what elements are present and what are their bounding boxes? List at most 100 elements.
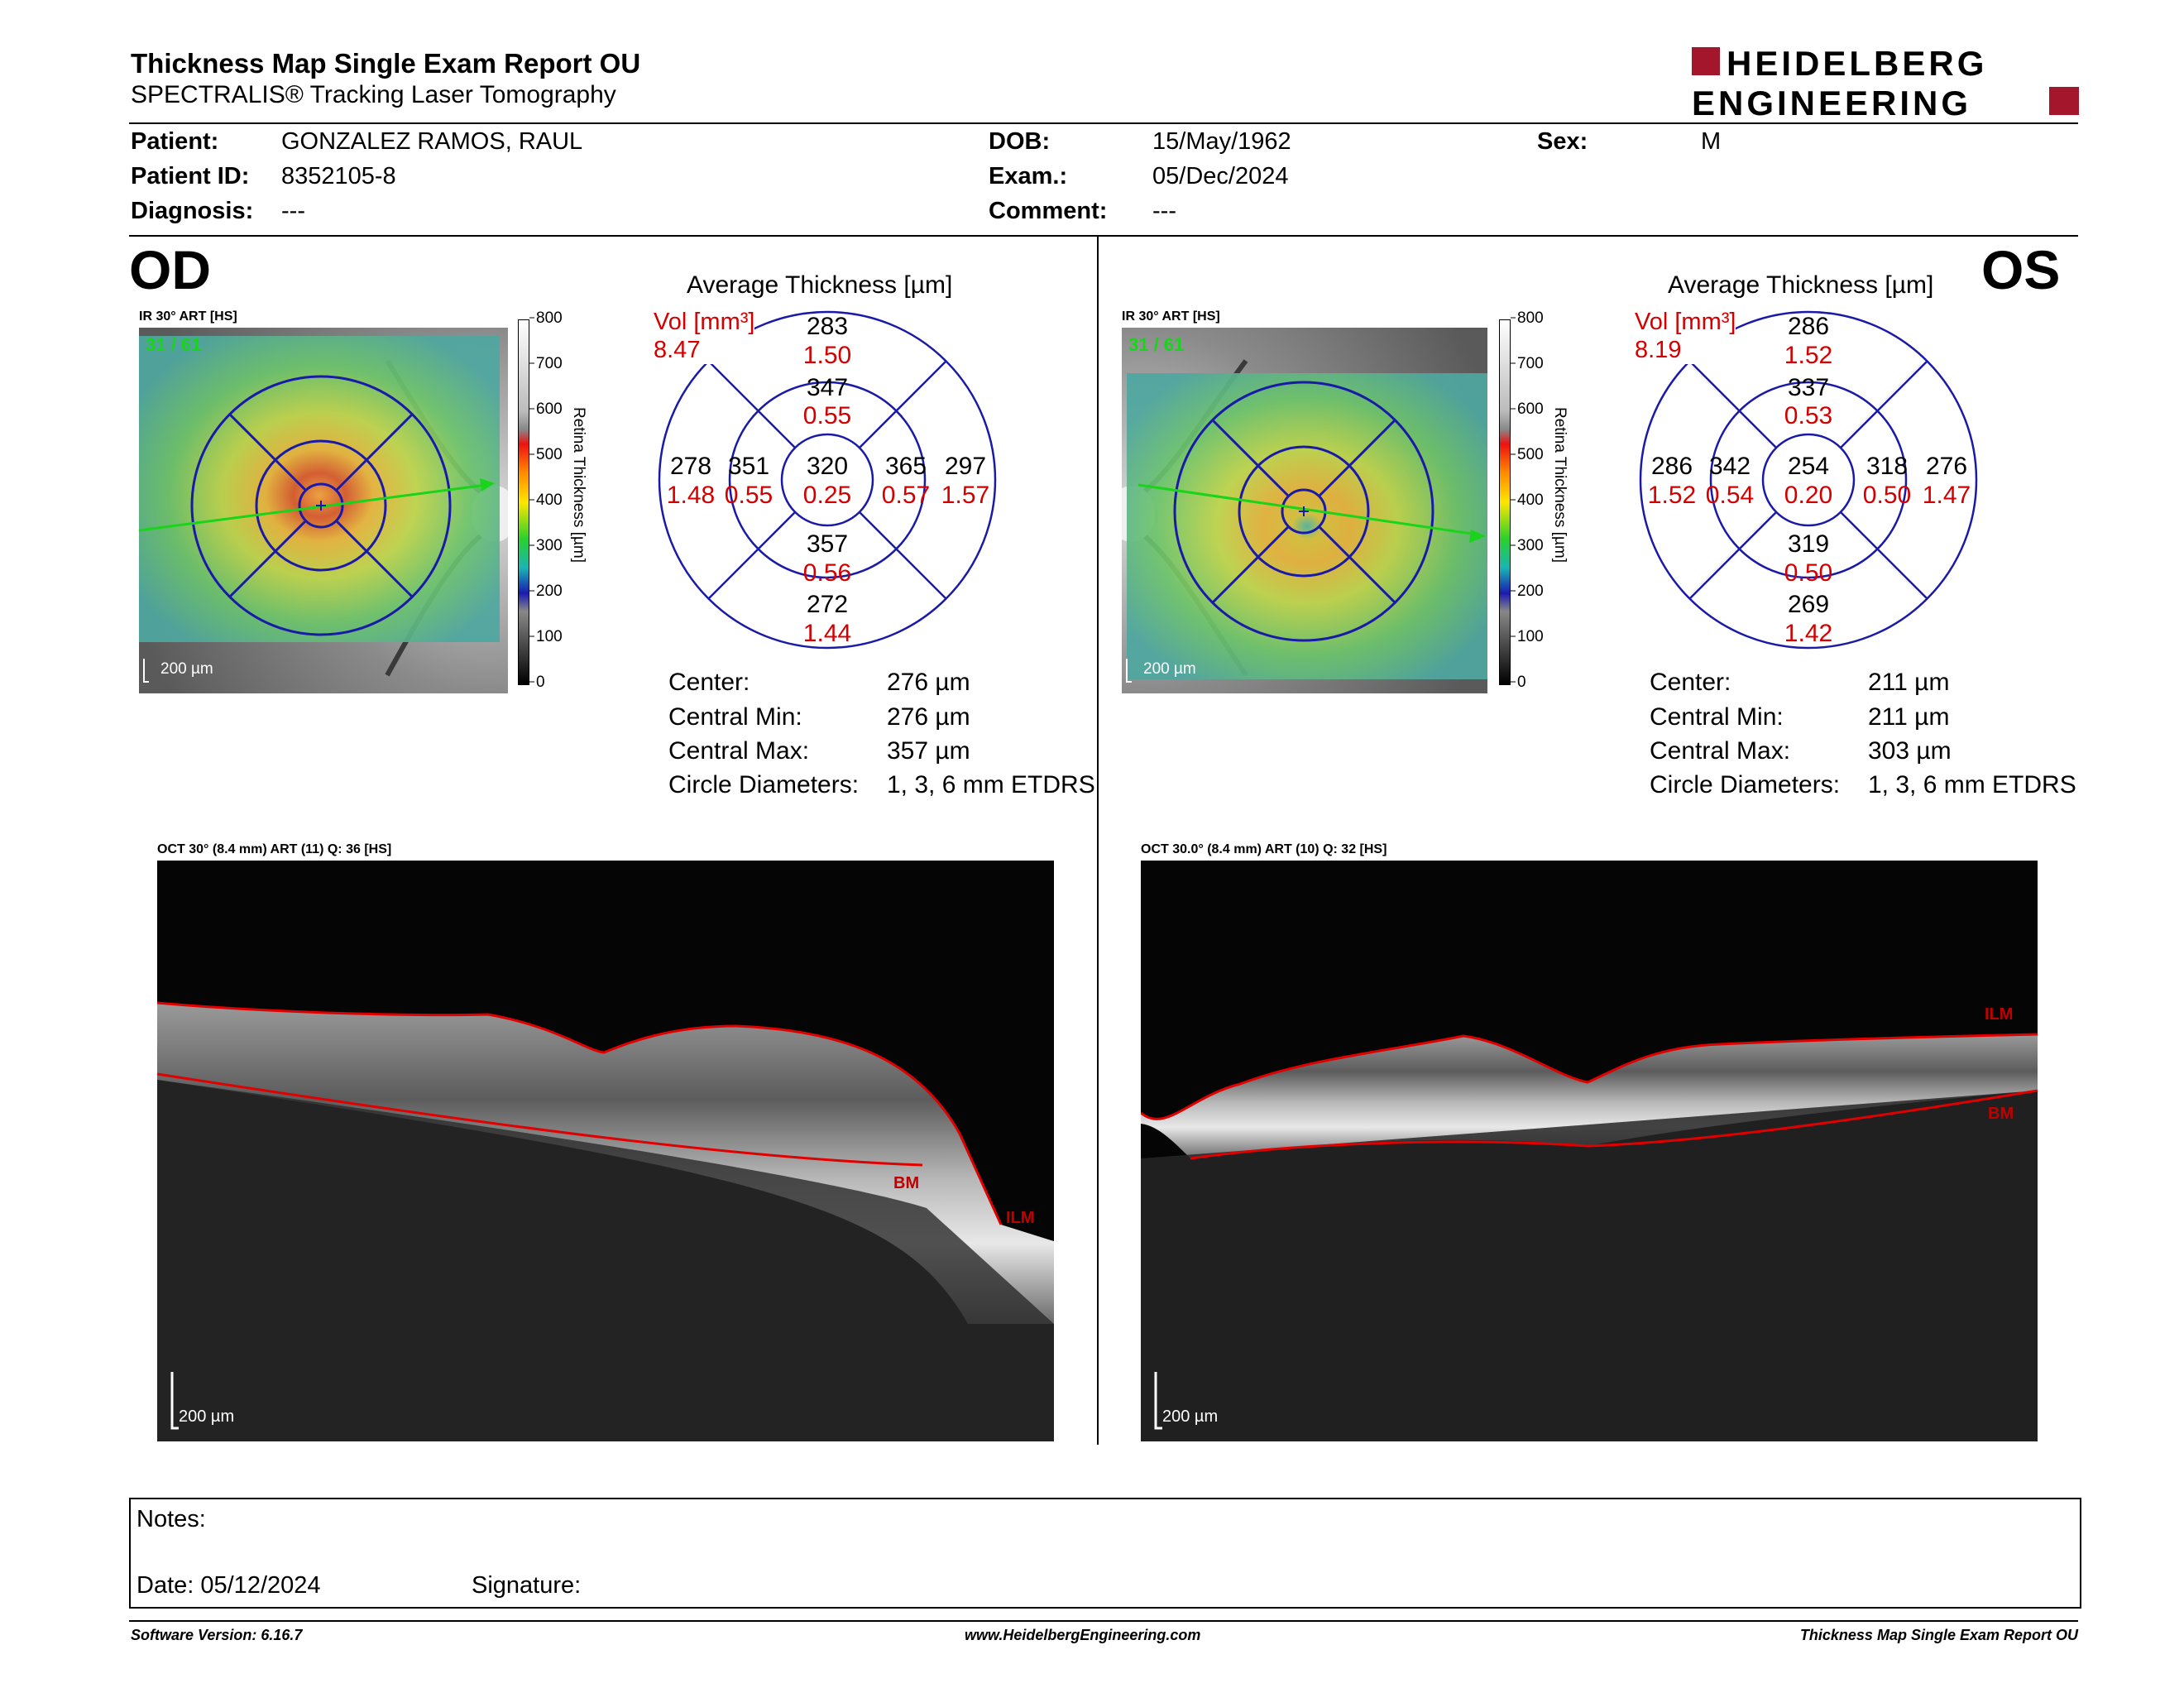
od-outer-top-thk: 283: [807, 313, 848, 340]
od-inner-right-vol: 0.57: [882, 482, 930, 509]
od-center-thk: 320: [807, 453, 848, 480]
diagnosis-value: ---: [281, 198, 305, 224]
od-etdrs-grid: 283 1.50 347 0.55 278 1.48 351 0.55 320 …: [658, 310, 997, 650]
os-tick-400: 400: [1517, 492, 1544, 509]
od-outer-left-thk: 278: [670, 453, 711, 480]
os-colorbar-ticks: 800 700 600 500 400 300 200 100 0 Retina…: [1511, 309, 1569, 691]
os-colorbar-title: Retina Thickness [µm]: [1551, 407, 1569, 563]
os-tick-600: 600: [1517, 400, 1544, 418]
os-tick-500: 500: [1517, 446, 1544, 463]
os-min-value: 211 µm: [1868, 703, 1950, 731]
os-inner-right-thk: 318: [1866, 453, 1908, 480]
od-inner-top-thk: 347: [807, 374, 848, 401]
os-oct-label: OCT 30.0° (8.4 mm) ART (10) Q: 32 [HS]: [1141, 842, 1387, 856]
od-min-label: Central Min:: [668, 703, 802, 731]
os-inner-left-thk: 342: [1709, 453, 1751, 480]
od-outer-right-thk: 297: [945, 453, 986, 480]
od-inner-left-vol: 0.55: [725, 482, 773, 509]
footer-divider: [129, 1620, 2078, 1622]
os-avg-title: Average Thickness [µm]: [1668, 271, 1934, 299]
os-etdrs-grid: 286 1.52 337 0.53 286 1.52 342 0.54 254 …: [1639, 310, 1978, 650]
exam-label: Exam.:: [989, 163, 1068, 189]
notes-box[interactable]: Notes: Date: 05/12/2024 Signature:: [129, 1498, 2081, 1609]
footer-report-name: Thickness Map Single Exam Report OU: [1799, 1627, 2078, 1643]
os-outer-right-thk: 276: [1926, 453, 1967, 480]
od-colorbar-ticks: 800 700 600 500 400 300 200 100 0 Retina…: [529, 309, 587, 691]
sex-label: Sex:: [1537, 128, 1588, 155]
od-outer-bottom-thk: 272: [807, 591, 848, 618]
diagnosis-label: Diagnosis:: [131, 198, 254, 224]
od-avg-title: Average Thickness [µm]: [687, 271, 953, 299]
od-oct-bscan: ILM BM 200 µm: [157, 861, 1054, 1441]
od-ir-label: IR 30° ART [HS]: [139, 309, 237, 324]
os-inner-left-vol: 0.54: [1706, 482, 1754, 509]
os-max-label: Central Max:: [1650, 737, 1791, 765]
od-tick-700: 700: [536, 355, 563, 372]
header-divider: [129, 122, 2078, 124]
os-tick-0: 0: [1517, 674, 1526, 691]
od-center-label: Center:: [668, 669, 750, 696]
patient-id-label: Patient ID:: [131, 163, 250, 189]
exam-value: 05/Dec/2024: [1152, 163, 1289, 189]
od-tick-500: 500: [536, 446, 563, 463]
od-min-value: 276 µm: [887, 703, 970, 731]
od-tick-200: 200: [536, 583, 563, 600]
software-version: Software Version: 6.16.7: [131, 1627, 303, 1643]
os-ir-label: IR 30° ART [HS]: [1122, 309, 1220, 324]
od-outer-right-vol: 1.57: [941, 482, 989, 509]
os-vol-value: 8.19: [1635, 337, 1682, 363]
os-bm-label: BM: [1988, 1105, 2014, 1123]
os-ilm-label: ILM: [1985, 1005, 2013, 1024]
os-outer-top-thk: 286: [1788, 313, 1829, 340]
os-outer-bottom-thk: 269: [1788, 591, 1829, 618]
os-vol-label: Vol [mm³]: [1635, 309, 1736, 335]
website-link[interactable]: www.HeidelbergEngineering.com: [965, 1627, 1201, 1643]
od-volume-box: Vol [mm³] 8.47: [654, 308, 755, 364]
os-outer-left-thk: 286: [1651, 453, 1693, 480]
report-subtitle: SPECTRALIS® Tracking Laser Tomography: [131, 81, 616, 108]
od-oct-label: OCT 30° (8.4 mm) ART (11) Q: 36 [HS]: [157, 842, 392, 856]
logo-text-top: HEIDELBERG: [1727, 46, 1987, 83]
os-tick-800: 800: [1517, 309, 1544, 327]
os-outer-left-vol: 1.52: [1648, 482, 1696, 509]
od-bm-label: BM: [893, 1174, 919, 1192]
od-oct-scale: 200 µm: [179, 1407, 234, 1426]
os-inner-top-vol: 0.53: [1784, 402, 1832, 429]
os-outer-bottom-vol: 1.42: [1784, 620, 1832, 647]
eye-label-od: OD: [129, 239, 211, 300]
os-inner-bottom-thk: 319: [1788, 530, 1829, 558]
os-diam-label: Circle Diameters:: [1650, 771, 1841, 798]
os-ir-scale: 200 µm: [1143, 660, 1196, 678]
os-inner-top-thk: 337: [1788, 374, 1829, 401]
os-min-label: Central Min:: [1650, 703, 1784, 731]
os-center-thk: 254: [1788, 453, 1829, 480]
os-thickness-map: 31 / 61 200 µm: [1122, 328, 1487, 693]
od-diam-label: Circle Diameters:: [668, 771, 860, 798]
od-vol-value: 8.47: [654, 337, 701, 363]
od-center-vol: 0.25: [803, 482, 851, 509]
od-tick-800: 800: [536, 309, 563, 327]
od-colorbar: [518, 319, 529, 685]
os-oct-bscan: ILM BM 200 µm: [1141, 861, 2038, 1441]
os-center-label: Center:: [1650, 669, 1731, 696]
patient-divider: [129, 235, 2078, 237]
dob-value: 15/May/1962: [1152, 128, 1291, 155]
od-ir-scale: 200 µm: [160, 660, 213, 678]
os-colorbar: [1499, 319, 1511, 685]
od-ilm-label: ILM: [1006, 1209, 1034, 1227]
od-tick-100: 100: [536, 628, 563, 645]
od-outer-top-vol: 1.50: [803, 342, 851, 369]
od-outer-bottom-vol: 1.44: [803, 620, 851, 647]
od-outer-left-vol: 1.48: [667, 482, 715, 509]
od-vol-label: Vol [mm³]: [654, 309, 755, 335]
os-center-vol: 0.20: [1784, 482, 1832, 509]
od-center-value: 276 µm: [887, 669, 970, 696]
os-diam-value: 1, 3, 6 mm ETDRS: [1868, 771, 2076, 798]
od-tick-600: 600: [536, 400, 563, 418]
od-diam-value: 1, 3, 6 mm ETDRS: [887, 771, 1095, 798]
heidelberg-logo: HEIDELBERG ENGINEERING: [1692, 46, 2079, 118]
od-colorbar-title: Retina Thickness [µm]: [570, 407, 587, 563]
od-inner-top-vol: 0.55: [803, 402, 851, 429]
od-inner-left-thk: 351: [728, 453, 769, 480]
os-inner-bottom-vol: 0.50: [1784, 559, 1832, 587]
